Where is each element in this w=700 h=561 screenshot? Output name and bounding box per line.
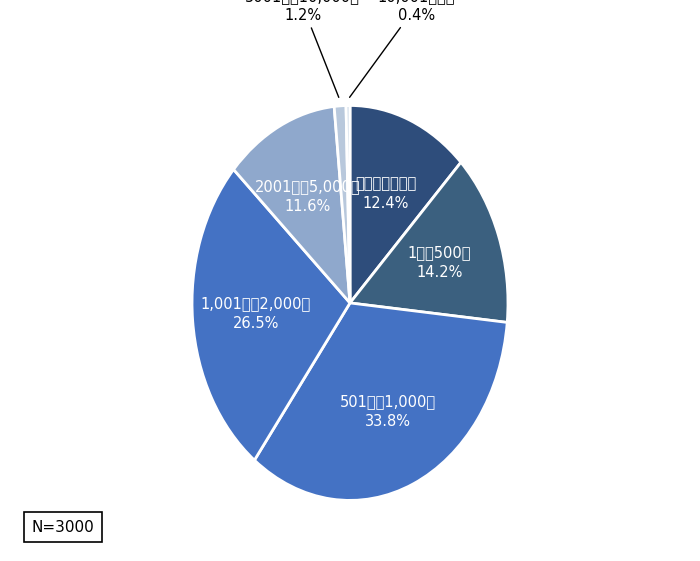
Wedge shape bbox=[234, 107, 350, 303]
Wedge shape bbox=[254, 303, 508, 500]
Wedge shape bbox=[346, 105, 350, 303]
Text: 5001円〜10,000円
1.2%: 5001円〜10,000円 1.2% bbox=[245, 0, 360, 98]
Wedge shape bbox=[350, 105, 461, 303]
Wedge shape bbox=[350, 162, 508, 323]
Text: 2001円〜5,000円
11.6%: 2001円〜5,000円 11.6% bbox=[255, 180, 360, 214]
Text: N=3000: N=3000 bbox=[32, 520, 94, 535]
Wedge shape bbox=[192, 169, 350, 460]
Text: 1,001円〜2,000円
26.5%: 1,001円〜2,000円 26.5% bbox=[200, 296, 311, 331]
Text: 1円〜500円
14.2%: 1円〜500円 14.2% bbox=[407, 245, 471, 280]
Text: 10,001円以上
0.4%: 10,001円以上 0.4% bbox=[349, 0, 455, 97]
Wedge shape bbox=[334, 105, 350, 303]
Text: 501円〜1,000円
33.8%: 501円〜1,000円 33.8% bbox=[340, 394, 436, 429]
Text: お金はかけない
12.4%: お金はかけない 12.4% bbox=[356, 176, 416, 211]
